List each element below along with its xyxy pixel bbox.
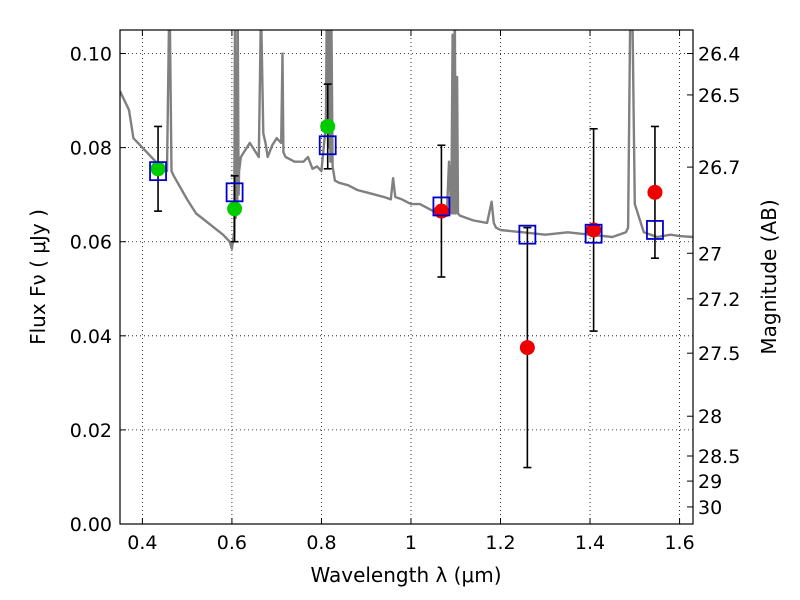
marker-layer — [149, 118, 664, 356]
magnitude-tick-label: 27 — [698, 243, 722, 265]
y-tick-label: 0.08 — [70, 138, 112, 160]
observed-flux-point — [647, 184, 663, 200]
x-tick-label: 0.4 — [127, 532, 157, 554]
magnitude-axis-label: Magnitude (AB) — [757, 199, 781, 354]
x-tick-label: 1 — [405, 532, 417, 554]
observed-flux-point — [320, 118, 336, 134]
y-tick-label: 0.02 — [70, 420, 112, 442]
model-bandpass-marker — [646, 220, 664, 240]
x-tick-label: 1.4 — [575, 532, 605, 554]
x-tick-label: 0.6 — [217, 532, 247, 554]
observed-flux-point — [150, 161, 166, 177]
observed-flux-point — [586, 222, 602, 238]
model-bandpass-marker — [432, 196, 451, 217]
y-tick-label: 0.06 — [70, 232, 112, 254]
magnitude-tick-label: 26.7 — [698, 157, 740, 179]
magnitude-tick-label: 27.5 — [698, 343, 740, 365]
magnitude-tick-label: 29 — [698, 471, 722, 493]
x-tick-label: 1.6 — [664, 532, 694, 554]
model-bandpass-marker — [149, 161, 167, 182]
magnitude-tick-label: 30 — [698, 497, 722, 519]
x-tick-label: 0.8 — [306, 532, 336, 554]
x-axis-label: Wavelength λ (μm) — [310, 563, 501, 587]
y-tick-label: 0.00 — [70, 514, 112, 536]
model-bandpass-marker — [318, 135, 337, 156]
y-axis-ticks: 0.00 0.02 0.04 0.06 0.08 0.10 — [70, 44, 126, 536]
y-tick-label: 0.04 — [70, 326, 112, 348]
x-axis-ticks: 0.4 0.6 0.8 1 1.2 1.4 1.6 — [127, 30, 695, 554]
observed-flux-point — [227, 201, 243, 217]
model-bandpass-marker — [225, 182, 244, 203]
plot-frame — [119, 29, 694, 525]
y-tick-label: 0.10 — [70, 44, 112, 66]
observed-flux-point — [433, 203, 449, 219]
y-axis-label: Flux Fν ( μJy ) — [26, 209, 50, 345]
magnitude-tick-label: 28 — [698, 406, 722, 428]
magnitude-tick-label: 26.5 — [698, 85, 740, 107]
magnitude-tick-label: 26.4 — [698, 44, 740, 66]
magnitude-tick-label: 27.2 — [698, 289, 740, 311]
magnitude-tick-label: 28.5 — [698, 446, 740, 468]
model-bandpass-marker — [518, 224, 537, 245]
observed-flux-point — [519, 340, 535, 356]
x-tick-label: 1.2 — [485, 532, 515, 554]
magnitude-axis-ticks: 26.4 26.5 26.7 27 27.2 27.5 28 28.5 29 30 — [687, 44, 740, 519]
model-bandpass-marker — [584, 223, 603, 244]
